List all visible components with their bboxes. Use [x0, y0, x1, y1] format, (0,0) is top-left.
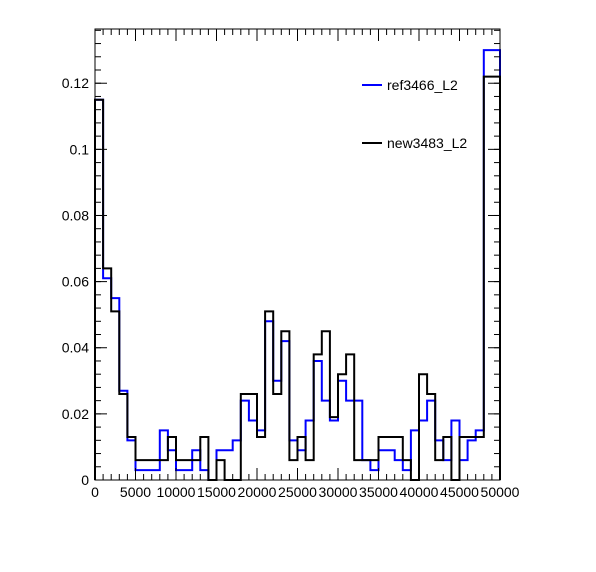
x-tick-label: 5000 — [120, 484, 151, 500]
x-tick-label: 15000 — [197, 484, 236, 500]
legend-label-ref: ref3466_L2 — [387, 77, 458, 93]
x-tick-label: 20000 — [238, 484, 277, 500]
axis-layer: 0 5000 10000 15000 20000 25000 30000 35000 40000… — [62, 29, 520, 500]
legend-label-new: new3483_L2 — [387, 135, 467, 151]
x-tick-label: 10000 — [157, 484, 196, 500]
x-tick-label: 25000 — [278, 484, 317, 500]
y-tick-label: 0.1 — [70, 141, 90, 157]
y-tick-label: 0.12 — [62, 75, 89, 91]
x-tick-label: 0 — [91, 484, 99, 500]
x-tick-label: 35000 — [359, 484, 398, 500]
y-tick-label: 0 — [81, 472, 89, 488]
series-layer — [94, 49, 501, 481]
x-tick-label: 45000 — [440, 484, 479, 500]
x-tick-label: 40000 — [400, 484, 439, 500]
legend: ref3466_L2 new3483_L2 — [362, 77, 467, 151]
x-tick-label: 50000 — [481, 484, 520, 500]
series-1-line — [94, 75, 501, 481]
y-tick-label: 0.08 — [62, 207, 89, 223]
y-tick-label: 0.06 — [62, 274, 89, 290]
y-tick-label: 0.02 — [62, 406, 89, 422]
x-tick-label: 30000 — [319, 484, 358, 500]
y-tick-label: 0.04 — [62, 340, 89, 356]
